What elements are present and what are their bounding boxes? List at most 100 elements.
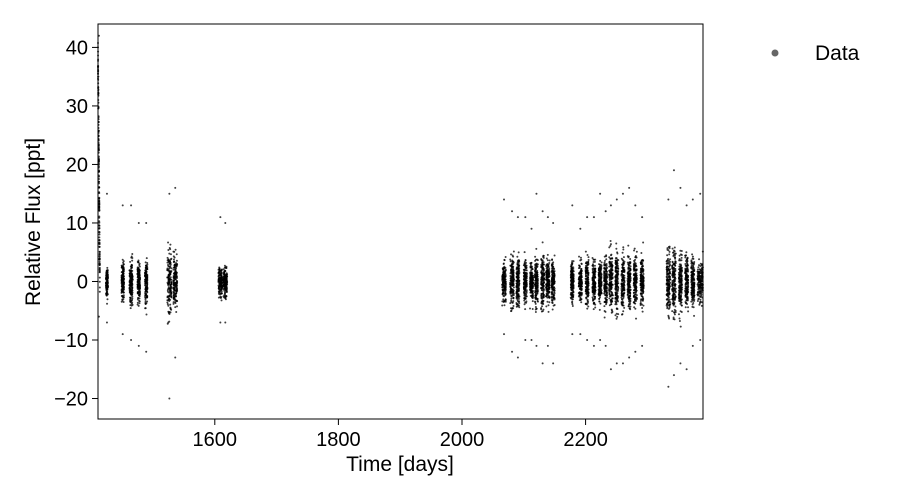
- data-point: [145, 221, 148, 224]
- data-point: [517, 294, 520, 297]
- data-point: [509, 272, 512, 275]
- data-point: [608, 269, 611, 272]
- data-point: [511, 289, 514, 292]
- data-point: [614, 314, 617, 317]
- data-point: [120, 288, 123, 291]
- data-point: [635, 268, 638, 271]
- data-point: [175, 290, 178, 293]
- data-point: [571, 298, 574, 301]
- data-point: [531, 300, 534, 303]
- data-point: [535, 307, 538, 310]
- data-point: [173, 281, 176, 284]
- data-point: [501, 283, 504, 286]
- data-point: [629, 302, 632, 305]
- data-point: [525, 301, 528, 304]
- data-point: [530, 227, 533, 230]
- data-point: [580, 301, 583, 304]
- data-point: [137, 288, 140, 291]
- data-point: [615, 317, 618, 320]
- data-point: [510, 265, 513, 268]
- data-point: [105, 321, 108, 324]
- data-point: [169, 306, 172, 309]
- data-point: [511, 261, 514, 264]
- data-point: [545, 273, 548, 276]
- data-point: [592, 293, 595, 296]
- data-point: [551, 264, 554, 267]
- data-point: [523, 273, 526, 276]
- data-point: [584, 250, 587, 253]
- data-point: [577, 285, 580, 288]
- data-point: [600, 261, 603, 264]
- data-point: [525, 264, 528, 267]
- data-point: [173, 266, 176, 269]
- data-point: [98, 262, 101, 265]
- data-point: [635, 274, 638, 277]
- data-point: [225, 290, 228, 293]
- data-point: [98, 239, 101, 242]
- data-point: [169, 311, 172, 314]
- data-point: [138, 302, 141, 305]
- data-point: [169, 276, 172, 279]
- data-point: [136, 286, 139, 289]
- data-point: [511, 280, 514, 283]
- data-point: [551, 288, 554, 291]
- data-point: [175, 288, 178, 291]
- data-point: [548, 288, 551, 291]
- data-point: [622, 248, 625, 251]
- data-point: [594, 271, 597, 274]
- data-point: [219, 321, 222, 324]
- data-point: [546, 300, 549, 303]
- data-point: [609, 287, 612, 290]
- data-point: [529, 265, 532, 268]
- data-point: [617, 313, 620, 316]
- data-point: [535, 247, 538, 250]
- data-point: [512, 267, 515, 270]
- data-point: [138, 282, 141, 285]
- data-point: [621, 278, 624, 281]
- data-point: [593, 264, 596, 267]
- data-point: [603, 255, 606, 258]
- data-point: [167, 278, 170, 281]
- data-point: [570, 272, 573, 275]
- data-point: [541, 302, 544, 305]
- data-point: [106, 275, 109, 278]
- data-point: [522, 268, 525, 271]
- data-point: [512, 286, 515, 289]
- data-point: [551, 301, 554, 304]
- data-point: [547, 304, 550, 307]
- data-point: [144, 288, 147, 291]
- data-point: [621, 298, 624, 301]
- data-point: [635, 280, 638, 283]
- data-point: [167, 249, 170, 252]
- data-point: [223, 294, 226, 297]
- data-point: [220, 283, 223, 286]
- data-point: [623, 306, 626, 309]
- data-point: [579, 299, 582, 302]
- data-point: [610, 269, 613, 272]
- data-point: [586, 254, 589, 257]
- data-point: [501, 268, 504, 271]
- data-point: [598, 291, 601, 294]
- data-point: [606, 282, 609, 285]
- data-point: [542, 292, 545, 295]
- data-point: [540, 258, 543, 261]
- data-point: [606, 294, 609, 297]
- data-point: [547, 291, 550, 294]
- data-point: [614, 257, 617, 260]
- data-point: [121, 273, 124, 276]
- data-point: [218, 289, 221, 292]
- data-point: [512, 266, 515, 269]
- data-point: [512, 307, 515, 310]
- data-point: [531, 268, 534, 271]
- data-point: [122, 294, 125, 297]
- data-point: [224, 298, 227, 301]
- data-point: [608, 290, 611, 293]
- data-point: [586, 285, 589, 288]
- data-point: [138, 294, 141, 297]
- data-point: [120, 275, 123, 278]
- data-point: [597, 268, 600, 271]
- data-point: [641, 306, 644, 309]
- data-point: [622, 246, 625, 249]
- data-point: [616, 300, 619, 303]
- data-point: [98, 227, 101, 229]
